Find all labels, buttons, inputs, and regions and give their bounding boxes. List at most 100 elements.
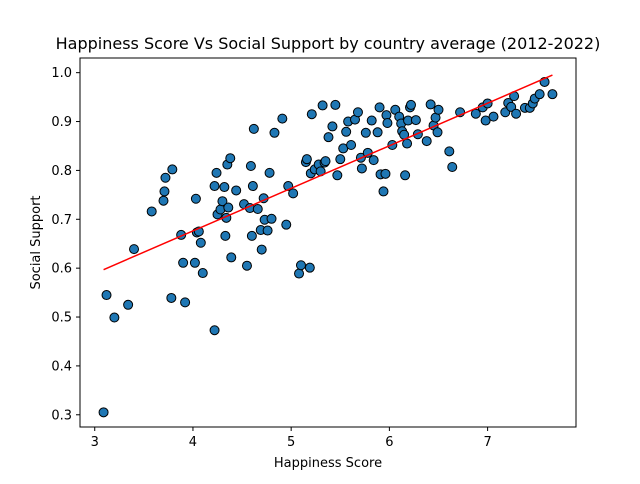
data-point (101, 290, 112, 301)
data-point (167, 164, 178, 175)
data-point (225, 153, 236, 164)
y-tick-label: 1.0 (51, 66, 72, 81)
data-point (266, 213, 277, 224)
data-point (277, 113, 288, 124)
data-point (269, 127, 280, 138)
data-point (220, 230, 231, 241)
data-point (317, 100, 328, 111)
data-point (180, 297, 191, 308)
data-point (368, 155, 379, 166)
data-point (209, 325, 220, 336)
data-point (219, 182, 230, 193)
data-point (178, 257, 189, 268)
x-tick-label: 6 (385, 435, 393, 450)
data-point (109, 312, 120, 323)
data-point (400, 170, 411, 181)
data-point (372, 127, 383, 138)
y-axis: 0.3 0.4 0.5 0.6 0.7 0.8 0.9 1.0 (51, 66, 80, 423)
data-point (301, 154, 312, 165)
data-point (252, 204, 263, 215)
data-point (421, 136, 432, 147)
data-point (444, 146, 455, 157)
x-axis: 3 4 5 6 7 (91, 427, 492, 450)
data-point (262, 225, 273, 236)
data-point (410, 115, 421, 126)
data-point (264, 167, 275, 178)
data-point (98, 407, 109, 418)
data-point (378, 186, 389, 197)
data-point (470, 108, 481, 119)
data-point (160, 172, 171, 183)
data-point (447, 161, 458, 172)
data-point (158, 195, 169, 206)
data-point (129, 244, 140, 255)
x-tick-label: 5 (287, 435, 295, 450)
data-point (380, 168, 391, 179)
data-point (534, 89, 545, 100)
data-point (226, 252, 237, 263)
data-point (402, 138, 413, 149)
data-point (245, 161, 256, 172)
data-point (352, 107, 363, 118)
trend-line (103, 74, 553, 271)
chart-title: Happiness Score Vs Social Support by cou… (56, 34, 601, 53)
data-point (217, 196, 228, 207)
data-point (488, 111, 499, 122)
data-point (341, 126, 352, 137)
y-tick-label: 0.4 (51, 359, 72, 374)
data-point (433, 104, 444, 115)
data-point (356, 163, 367, 174)
data-point (189, 257, 200, 268)
data-point (246, 230, 257, 241)
x-tick-label: 7 (483, 435, 491, 450)
data-point (332, 170, 343, 181)
data-point (405, 99, 416, 110)
data-point (480, 115, 491, 126)
y-tick-label: 0.8 (51, 164, 72, 179)
data-point (382, 118, 393, 128)
y-tick-label: 0.3 (51, 408, 72, 423)
data-point (295, 260, 306, 271)
y-axis-label: Social Support (29, 195, 44, 289)
data-point (281, 219, 292, 230)
data-point (223, 202, 234, 213)
data-point (195, 237, 206, 248)
data-point (247, 181, 258, 192)
data-point (197, 268, 208, 279)
x-tick-label: 4 (189, 435, 197, 450)
data-point (209, 181, 220, 192)
data-point (327, 121, 338, 132)
data-point (335, 154, 346, 165)
data-point (323, 132, 334, 143)
data-point (506, 101, 517, 112)
y-tick-label: 0.7 (51, 213, 72, 228)
y-tick-label: 0.6 (51, 262, 72, 277)
data-point (432, 127, 443, 138)
data-point (320, 156, 331, 167)
data-point (211, 167, 222, 178)
data-point (374, 102, 385, 113)
data-point (146, 206, 157, 217)
data-point (346, 140, 357, 150)
data-point (288, 188, 299, 199)
data-point (425, 99, 436, 110)
data-point (159, 186, 170, 197)
data-point (190, 193, 201, 204)
axes-frame (79, 57, 577, 428)
data-point (366, 115, 377, 126)
data-point (294, 268, 305, 279)
data-point (248, 123, 259, 134)
x-axis-label: Happiness Score (274, 456, 382, 471)
data-point (123, 299, 134, 310)
data-point (166, 292, 177, 303)
data-point (330, 99, 341, 110)
plot-area (98, 74, 558, 418)
data-point (511, 108, 522, 119)
data-point (241, 260, 252, 271)
y-tick-label: 0.9 (51, 115, 72, 130)
x-tick-label: 3 (91, 435, 99, 450)
data-point (256, 244, 267, 255)
